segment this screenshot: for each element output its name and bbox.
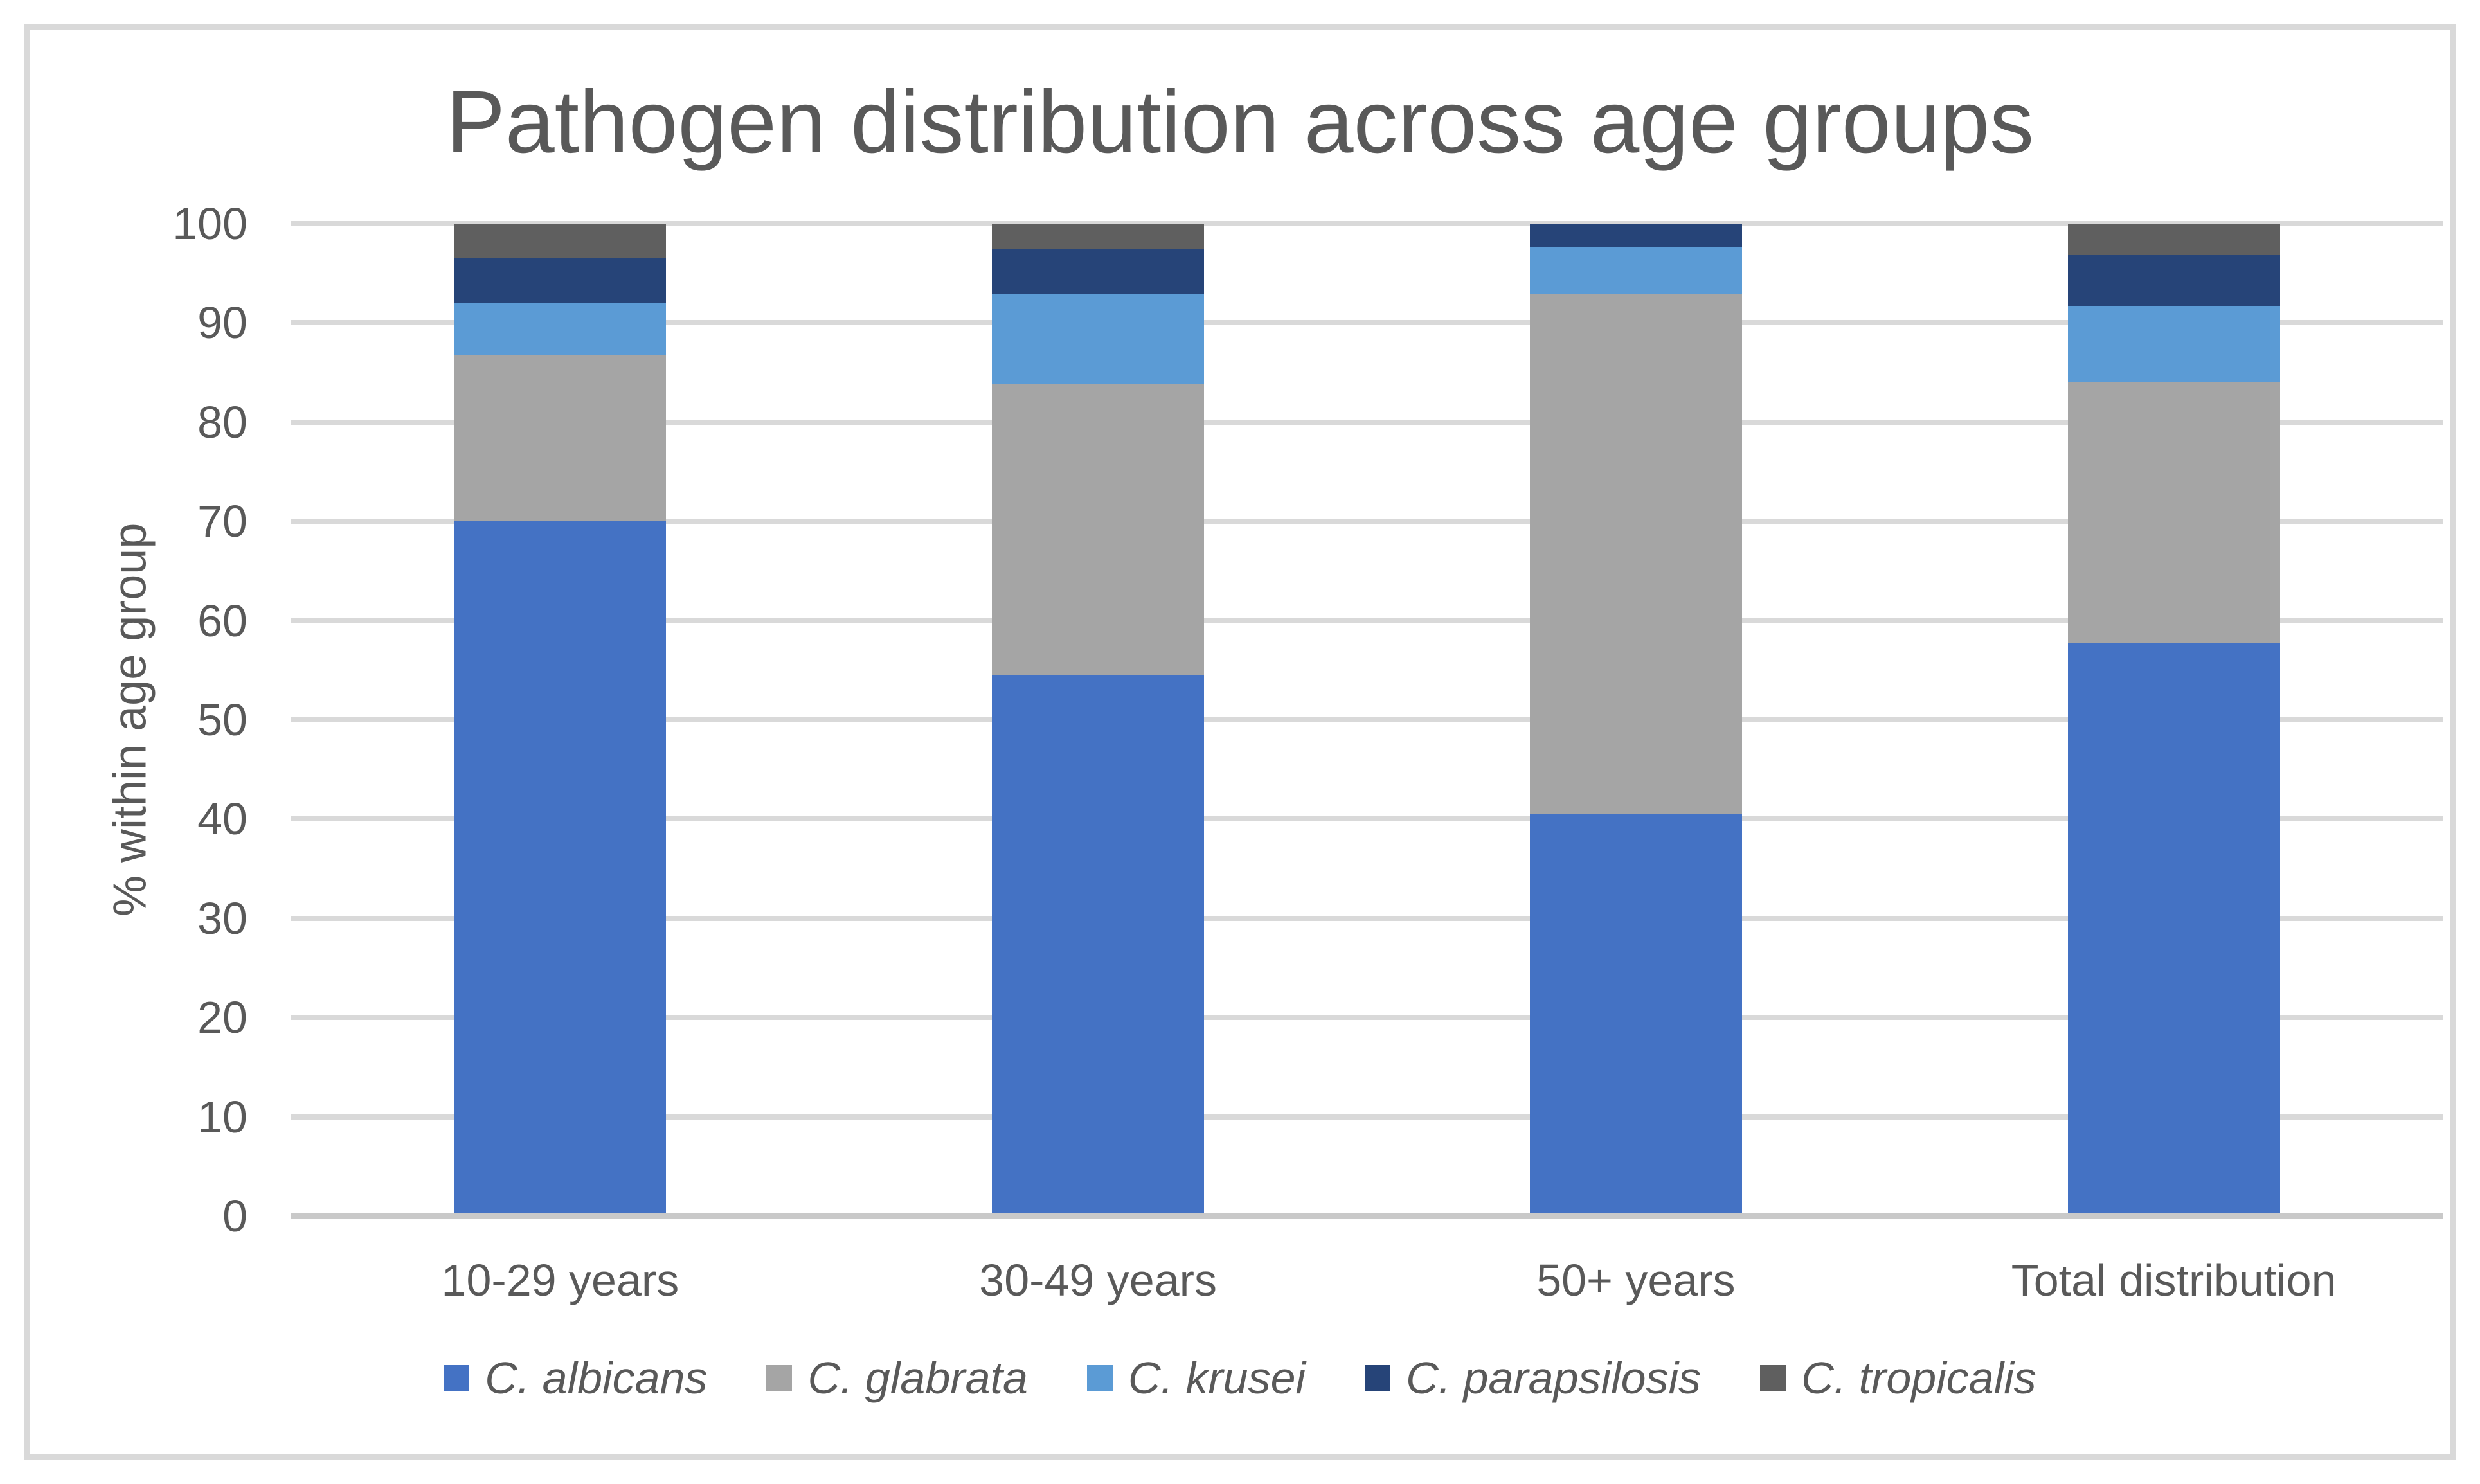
bar-Total distribution: [2067, 224, 2280, 1216]
segment-C. krusei-10-29 years: [454, 303, 667, 355]
plot-area: [291, 221, 2443, 1219]
chart-title: Pathogen distribution across age groups: [445, 73, 2035, 172]
legend-marker-icon: [444, 1364, 470, 1391]
x-category-label-50+ years: 50+ years: [1536, 1255, 1736, 1305]
legend-item-C. glabrata: C. glabrata: [766, 1352, 1028, 1404]
legend: C. albicans C. glabrata C. krusei C. paraps…: [0, 1347, 2480, 1408]
segment-C. tropicalis-10-29 years: [454, 224, 667, 258]
segment-C. glabrata-50+ years: [1529, 294, 1742, 814]
legend-item-C. albicans: C. albicans: [444, 1352, 707, 1404]
gridline-30: [291, 915, 2443, 921]
gridline-70: [291, 519, 2443, 524]
y-tick-label-40: 40: [197, 794, 247, 845]
segment-C. tropicalis-30-49 years: [992, 224, 1205, 249]
y-tick-label-0: 0: [222, 1191, 247, 1241]
bar-10-29 years: [454, 224, 667, 1216]
legend-marker-icon: [1086, 1364, 1113, 1391]
segment-C. krusei-30-49 years: [992, 294, 1205, 385]
x-category-label-Total distribution: Total distribution: [2011, 1255, 2337, 1305]
gridline-90: [291, 320, 2443, 326]
gridline-100: [291, 221, 2443, 226]
segment-C. glabrata-Total distribution: [2067, 381, 2280, 643]
segment-C. albicans-10-29 years: [454, 521, 667, 1216]
y-tick-label-90: 90: [197, 298, 247, 348]
y-tick-label-20: 20: [197, 992, 247, 1043]
gridline-80: [291, 419, 2443, 425]
legend-label: C. parapsilosis: [1406, 1352, 1702, 1403]
legend-label: C. albicans: [485, 1352, 708, 1403]
y-tick-label-70: 70: [197, 496, 247, 547]
gridline-0: [291, 1213, 2443, 1219]
segment-C. glabrata-10-29 years: [454, 354, 667, 522]
y-tick-label-50: 50: [197, 695, 247, 745]
y-tick-label-80: 80: [197, 397, 247, 447]
segment-C. krusei-Total distribution: [2067, 306, 2280, 382]
bar-50+ years: [1529, 224, 1742, 1216]
segment-C. krusei-50+ years: [1529, 247, 1742, 294]
legend-marker-icon: [766, 1364, 793, 1391]
y-tick-label-30: 30: [197, 893, 247, 943]
gridline-10: [291, 1114, 2443, 1120]
y-tick-label-60: 60: [197, 595, 247, 646]
segment-C. parapsilosis-30-49 years: [992, 248, 1205, 294]
segment-C. glabrata-30-49 years: [992, 384, 1205, 675]
y-tick-label-100: 100: [172, 199, 247, 249]
legend-item-C. parapsilosis: C. parapsilosis: [1365, 1352, 1701, 1404]
legend-label: C. krusei: [1128, 1352, 1306, 1403]
chart-border: [24, 24, 2456, 1460]
segment-C. parapsilosis-10-29 years: [454, 257, 667, 303]
legend-marker-icon: [1760, 1364, 1786, 1391]
legend-item-C. tropicalis: C. tropicalis: [1760, 1352, 2036, 1404]
legend-label: C. tropicalis: [1801, 1352, 2036, 1403]
legend-item-C. krusei: C. krusei: [1086, 1352, 1306, 1404]
bar-30-49 years: [992, 224, 1205, 1216]
segment-C. albicans-Total distribution: [2067, 642, 2280, 1216]
segment-C. albicans-50+ years: [1529, 814, 1742, 1216]
gridline-50: [291, 717, 2443, 722]
y-tick-label-10: 10: [197, 1091, 247, 1142]
segment-C. parapsilosis-50+ years: [1529, 224, 1742, 248]
segment-C. albicans-30-49 years: [992, 675, 1205, 1216]
legend-label: C. glabrata: [807, 1352, 1028, 1403]
x-category-label-30-49 years: 30-49 years: [979, 1255, 1217, 1305]
x-category-label-10-29 years: 10-29 years: [441, 1255, 679, 1305]
gridline-60: [291, 618, 2443, 623]
gridline-40: [291, 816, 2443, 822]
segment-C. tropicalis-Total distribution: [2067, 224, 2280, 256]
gridline-20: [291, 1015, 2443, 1021]
segment-C. parapsilosis-Total distribution: [2067, 255, 2280, 307]
legend-marker-icon: [1365, 1364, 1391, 1391]
